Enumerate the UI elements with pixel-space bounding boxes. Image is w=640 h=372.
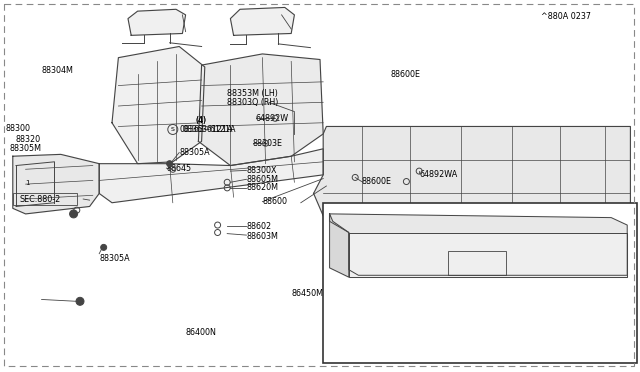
Text: 64892WA: 64892WA bbox=[419, 170, 458, 179]
Polygon shape bbox=[330, 214, 349, 277]
Text: 08363-6121A: 08363-6121A bbox=[180, 125, 234, 134]
Polygon shape bbox=[198, 54, 323, 166]
Text: 88305A: 88305A bbox=[179, 148, 210, 157]
Text: 88600: 88600 bbox=[547, 262, 572, 270]
Text: 88304M: 88304M bbox=[42, 66, 74, 75]
Circle shape bbox=[166, 161, 173, 167]
Text: ^880A 0237: ^880A 0237 bbox=[541, 12, 591, 21]
Bar bbox=[323, 203, 637, 363]
Text: 88600E: 88600E bbox=[362, 177, 392, 186]
Text: SEC.880-2: SEC.880-2 bbox=[19, 195, 60, 203]
Text: [0796-0798]: [0796-0798] bbox=[531, 351, 581, 360]
Circle shape bbox=[100, 244, 107, 250]
Text: 88305M: 88305M bbox=[10, 144, 42, 153]
Text: 88303E: 88303E bbox=[253, 139, 283, 148]
Text: 88620M: 88620M bbox=[246, 183, 278, 192]
Text: 88353M (LH): 88353M (LH) bbox=[227, 89, 278, 98]
Text: 88303Q (RH): 88303Q (RH) bbox=[227, 98, 278, 107]
Text: 88300X: 88300X bbox=[246, 166, 277, 175]
Text: 86400N: 86400N bbox=[186, 328, 216, 337]
Text: 88603M: 88603M bbox=[246, 232, 278, 241]
Bar bbox=[13, 193, 77, 205]
Text: 88620M: 88620M bbox=[483, 262, 515, 270]
Text: 88320: 88320 bbox=[16, 135, 41, 144]
Text: 88645: 88645 bbox=[166, 164, 191, 173]
Text: 88602: 88602 bbox=[246, 222, 271, 231]
Polygon shape bbox=[128, 9, 186, 35]
Text: 08363-6121A: 08363-6121A bbox=[182, 125, 236, 134]
Text: 88600: 88600 bbox=[262, 197, 287, 206]
Text: (4): (4) bbox=[195, 116, 206, 125]
Circle shape bbox=[76, 297, 84, 305]
Polygon shape bbox=[112, 46, 205, 164]
Text: 88600E: 88600E bbox=[390, 70, 420, 79]
Text: (4): (4) bbox=[195, 116, 206, 125]
Polygon shape bbox=[314, 126, 630, 231]
Text: 88300: 88300 bbox=[5, 124, 30, 133]
Text: 88605M: 88605M bbox=[246, 175, 278, 184]
Polygon shape bbox=[13, 154, 99, 214]
Polygon shape bbox=[99, 149, 323, 203]
Text: 1: 1 bbox=[25, 180, 30, 186]
Text: 88605M: 88605M bbox=[483, 253, 515, 262]
Bar bbox=[448, 251, 506, 275]
Text: S: S bbox=[171, 127, 175, 132]
Text: 64892W: 64892W bbox=[256, 114, 289, 123]
Polygon shape bbox=[230, 7, 294, 35]
Text: 86450M: 86450M bbox=[291, 289, 323, 298]
Polygon shape bbox=[349, 232, 627, 277]
Circle shape bbox=[70, 210, 77, 218]
Polygon shape bbox=[330, 214, 627, 275]
Text: 88300X: 88300X bbox=[483, 244, 514, 253]
Text: 88305A: 88305A bbox=[99, 254, 130, 263]
